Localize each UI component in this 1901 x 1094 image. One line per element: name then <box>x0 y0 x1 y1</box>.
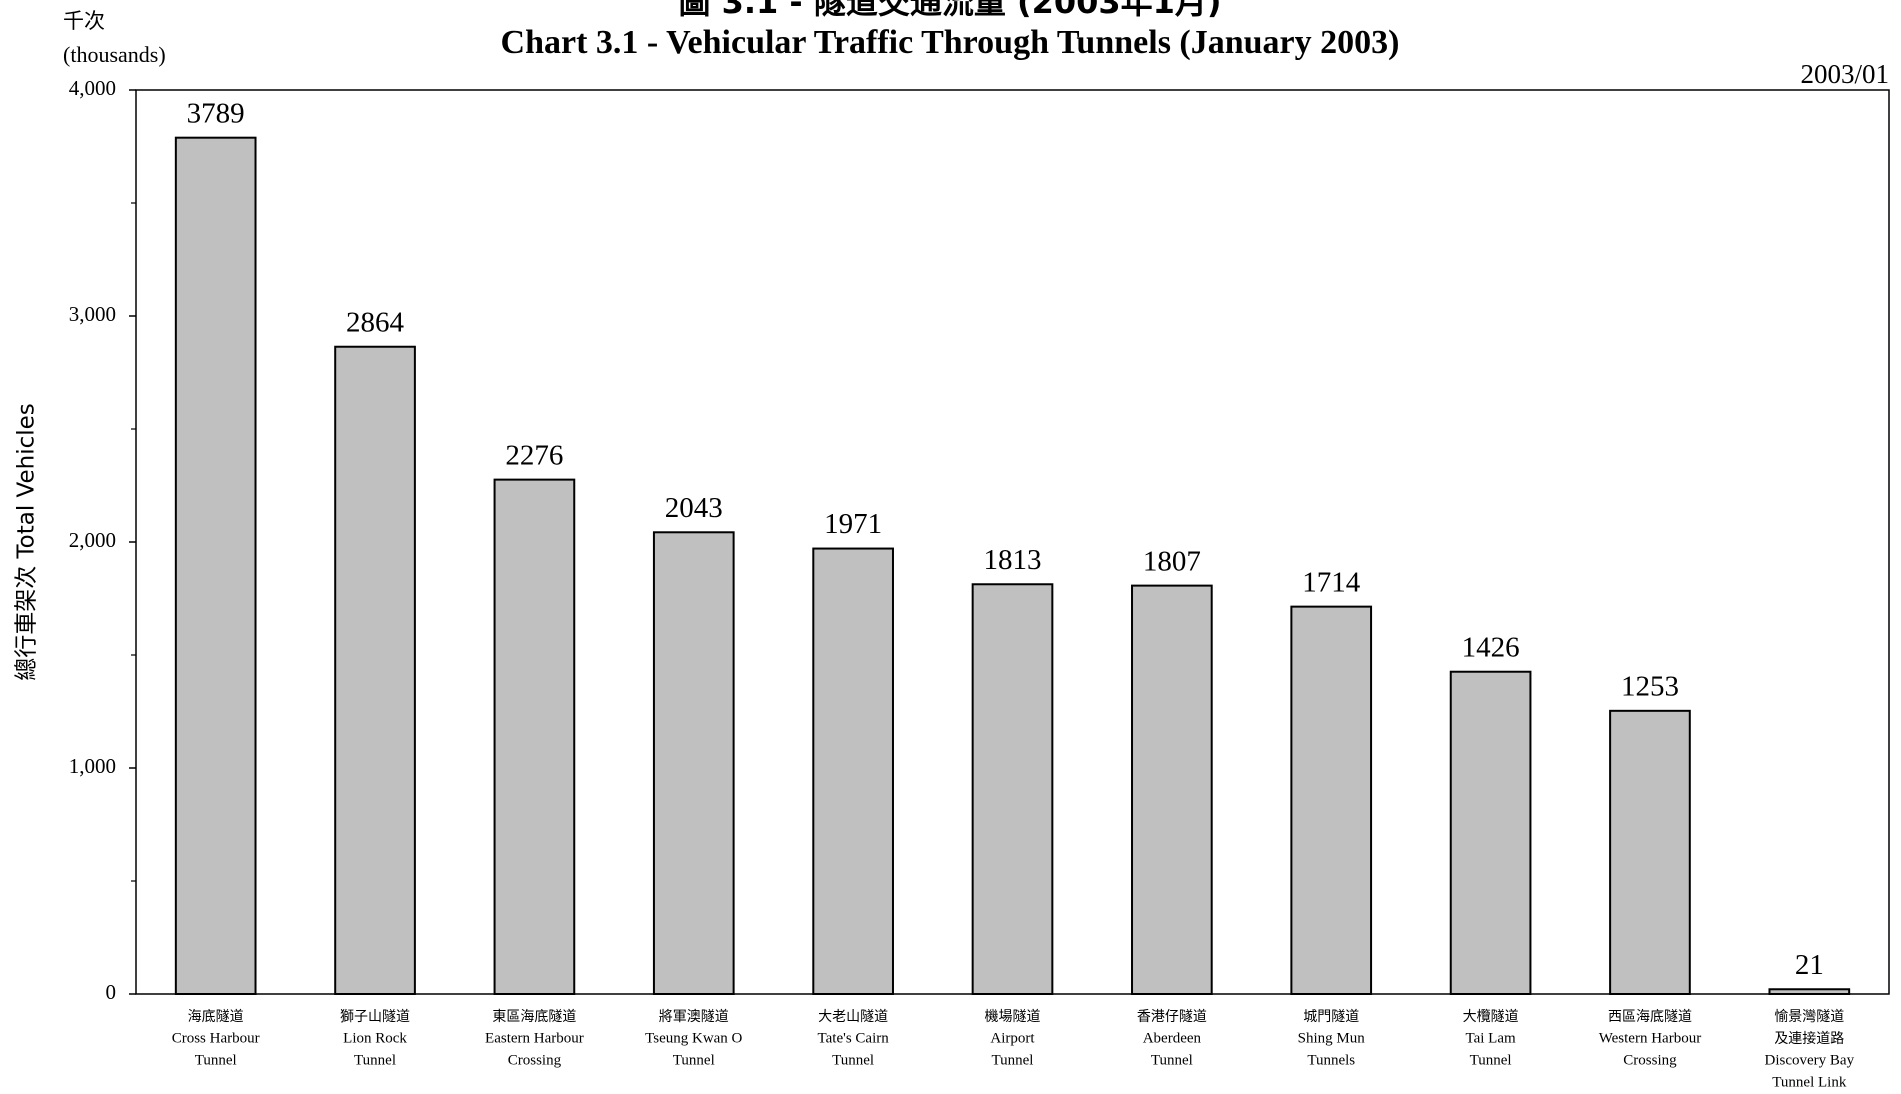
chart-title-zh: 圖 3.1 - 隧道交通流量 (2003年1月) <box>678 0 1221 21</box>
x-tick-label: Discovery Bay <box>1765 1052 1855 1068</box>
x-tick-label: Tunnel <box>354 1052 396 1068</box>
y-tick-label: 2,000 <box>69 528 116 552</box>
y-tick-label: 0 <box>106 980 117 1004</box>
y-tick-label: 3,000 <box>69 302 116 326</box>
value-label: 21 <box>1795 949 1824 981</box>
x-tick-label: Aberdeen <box>1143 1030 1202 1046</box>
value-label: 2276 <box>505 439 563 471</box>
x-tick-label: 西區海底隧道 <box>1608 1009 1692 1025</box>
x-tick-label: Airport <box>990 1030 1035 1046</box>
bar <box>334 345 416 995</box>
x-tick-label: Tunnel <box>1470 1052 1512 1068</box>
x-tick-label: 愉景灣隧道 <box>1774 1009 1844 1025</box>
x-tick-label: Tunnels <box>1307 1052 1355 1068</box>
x-tick-label: Tunnel <box>673 1052 715 1068</box>
x-tick-label: 機場隧道 <box>985 1009 1041 1025</box>
bar <box>812 547 894 996</box>
value-label: 1813 <box>984 544 1042 576</box>
x-tick-label: 城門隧道 <box>1303 1009 1359 1025</box>
bar <box>652 531 735 995</box>
x-tick-label: Tunnel <box>992 1052 1034 1068</box>
x-tick-label: Eastern Harbour <box>485 1030 584 1046</box>
y-tick-label: 1,000 <box>69 754 116 778</box>
x-tick-label: Lion Rock <box>343 1030 407 1046</box>
x-tick-label: 香港仔隧道 <box>1137 1009 1207 1025</box>
x-tick-label: 及連接道路 <box>1774 1030 1844 1047</box>
bar <box>174 136 257 996</box>
date: 2003/01 <box>1800 59 1889 89</box>
x-tick-label: Tai Lam <box>1465 1030 1516 1046</box>
bar <box>1290 605 1373 995</box>
unit: (thousands) <box>63 42 166 67</box>
bar <box>493 478 576 995</box>
value-label: 1807 <box>1143 545 1201 577</box>
x-tick-label: 大老山隧道 <box>818 1009 888 1025</box>
value-label: 1426 <box>1462 631 1520 663</box>
bar <box>1449 670 1532 995</box>
x-tick-label: Cross Harbour <box>172 1030 260 1046</box>
x-tick-label: Tunnel <box>832 1052 874 1068</box>
bar <box>1131 584 1213 995</box>
x-tick-label: Tate's Cairn <box>818 1030 890 1046</box>
bar <box>1768 988 1851 996</box>
y-axis-label: 總行車架次 Total Vehicles <box>14 403 40 681</box>
chart-title: Chart 3.1 - Vehicular Traffic Through Tu… <box>501 24 1400 61</box>
x-tick-label: 海底隧道 <box>188 1009 244 1025</box>
x-tick-label: 將軍澳隧道 <box>659 1009 729 1025</box>
x-tick-label: 東區海底隧道 <box>492 1009 576 1025</box>
x-tick-label: Tunnel Link <box>1772 1074 1847 1090</box>
x-tick-label: Crossing <box>508 1052 562 1068</box>
value-label: 3789 <box>187 97 245 129</box>
x-tick-label: 獅子山隧道 <box>340 1009 410 1025</box>
value-label: 1971 <box>824 508 882 540</box>
x-tick-label: Shing Mun <box>1298 1030 1366 1046</box>
value-label: 2864 <box>346 306 405 338</box>
value-label: 1714 <box>1302 566 1361 598</box>
bar <box>1609 709 1691 996</box>
value-label: 1253 <box>1621 670 1679 702</box>
unit-zh: 千次 <box>63 9 105 33</box>
x-tick-label: Tseung Kwan O <box>645 1030 742 1046</box>
bar <box>971 583 1054 996</box>
value-label: 2043 <box>665 492 723 524</box>
x-tick-label: Tunnel <box>1151 1052 1193 1068</box>
x-tick-label: 大欖隧道 <box>1463 1009 1519 1025</box>
x-tick-label: Tunnel <box>195 1052 237 1068</box>
x-tick-label: Western Harbour <box>1599 1030 1702 1046</box>
y-tick-label: 4,000 <box>69 76 116 100</box>
x-tick-label: Crossing <box>1623 1052 1677 1068</box>
